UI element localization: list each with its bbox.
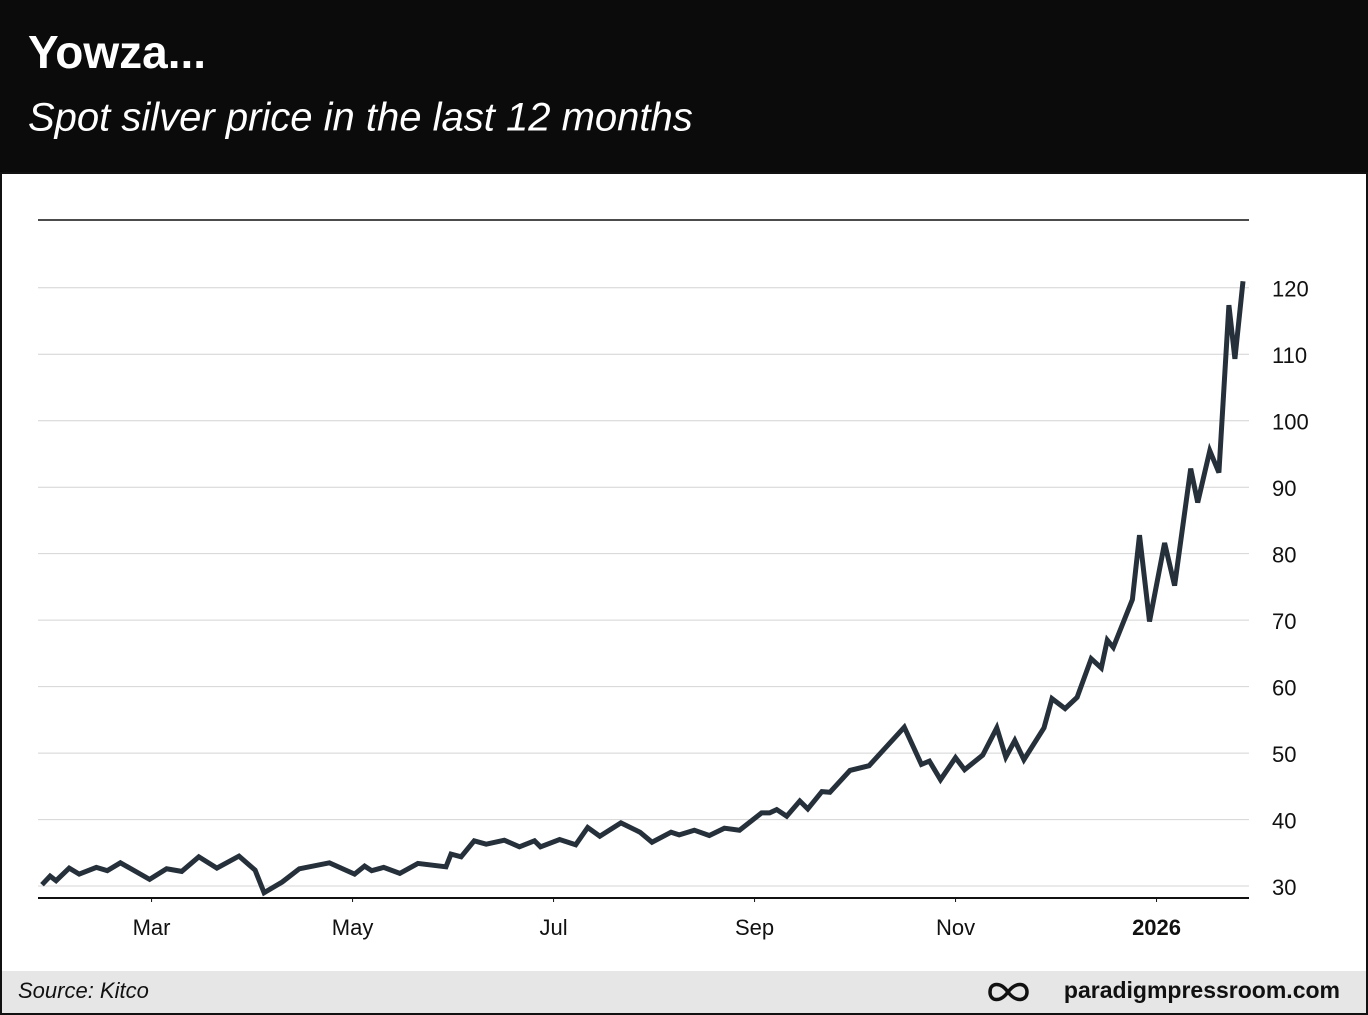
x-tick-label: 2026 [1132,915,1181,940]
y-tick-label: 70 [1272,609,1296,634]
x-tick-label: Nov [936,915,975,940]
y-tick-label: 30 [1272,875,1296,900]
chart-subtitle: Spot silver price in the last 12 months [28,96,693,140]
y-tick-label: 120 [1272,277,1309,302]
x-tick-label: May [332,915,374,940]
website: paradigmpressroom.com [1064,977,1340,1003]
source-note: Source: Kitco [18,978,149,1003]
x-tick-label: Mar [133,915,171,940]
y-tick-label: 80 [1272,542,1296,567]
x-tick-label: Jul [539,915,567,940]
y-tick-label: 110 [1272,343,1307,368]
y-tick-label: 60 [1272,675,1296,700]
y-tick-label: 40 [1272,808,1296,833]
y-tick-label: 90 [1272,476,1296,501]
chart-title: Yowza... [28,26,206,78]
chart-frame [0,172,1368,1015]
header-band [0,0,1368,173]
y-tick-label: 50 [1272,742,1296,767]
x-tick-label: Sep [735,915,774,940]
brand-logo [988,982,1029,1002]
footer-band [2,971,1366,1013]
price-line [40,280,1246,897]
y-tick-label: 100 [1272,410,1309,435]
